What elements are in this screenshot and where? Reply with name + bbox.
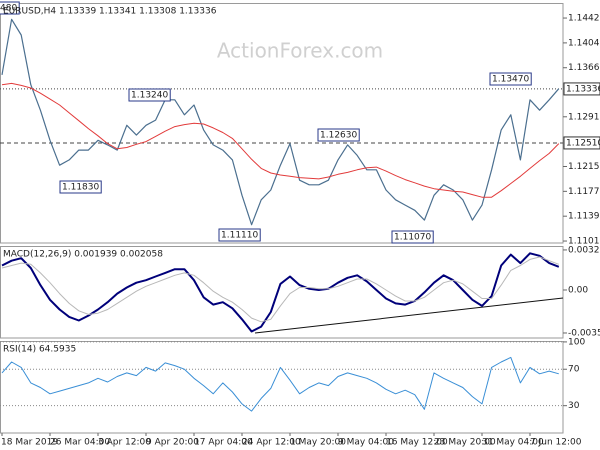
trend-line (254, 297, 564, 334)
pane-title: EURUSD,H4 1.13339 1.13341 1.13308 1.1333… (3, 7, 217, 17)
series-line (1, 82, 560, 198)
annotation-box (59, 180, 102, 194)
series-line (1, 256, 559, 323)
annotation-box (489, 72, 532, 86)
x-tick-label: 7 Jun 12:00 (530, 438, 582, 448)
price-annotation: 1.11830 (62, 183, 99, 193)
reference-label: 1.13336 (566, 84, 600, 94)
annotation-box (391, 230, 434, 244)
macd-pane (0, 246, 564, 339)
pane-title: MACD(12,26,9) 0.001939 0.002058 (3, 250, 163, 260)
y-tick-label: 70 (568, 365, 580, 375)
y-tick-label: 1.11770 (568, 187, 600, 197)
pane-content: ActionForex.com (0, 18, 563, 226)
x-tick-label: 1 May 20:00 (290, 438, 346, 448)
reference-label-box (563, 136, 600, 150)
price-pane (0, 3, 564, 244)
pane-content (0, 341, 563, 412)
price-annotation: 1.13240 (131, 91, 168, 101)
annotation-box (218, 228, 261, 242)
price-annotation: 1.11110 (221, 231, 258, 241)
price-annotation: 1.13470 (492, 75, 529, 85)
x-tick-label: 17 Apr 04:00 (194, 438, 253, 448)
x-tick-label: 9 May 04:00 (338, 438, 394, 448)
series-line (1, 18, 560, 226)
annotation-box (0, 1, 20, 15)
reference-label-box (563, 82, 600, 96)
y-tick-label: 1.14420 (568, 14, 600, 24)
y-tick-label: 1.11010 (568, 237, 600, 247)
price-annotation: 480 (0, 4, 17, 14)
watermark: ActionForex.com (217, 39, 383, 63)
x-tick-label: 18 Mar 2019 (1, 438, 58, 448)
y-tick-label: -0.003519 (568, 328, 600, 338)
y-tick-label: 1.14040 (568, 38, 600, 48)
x-tick-label: 16 May 12:00 (386, 438, 448, 448)
price-annotation: 1.11070 (394, 233, 431, 243)
y-tick-label: 0.003278 (568, 245, 600, 255)
y-tick-label: 1.12910 (568, 112, 600, 122)
pane-content (1, 252, 560, 333)
x-tick-label: 26 Mar 04:00 (50, 438, 110, 448)
x-tick-label: 9 Apr 20:00 (146, 438, 199, 448)
y-tick-label: 1.12150 (568, 162, 600, 172)
y-tick-label: 1.13660 (568, 63, 600, 73)
x-tick-label: 31 May 04:00 (482, 438, 544, 448)
y-tick-label: 1.11390 (568, 212, 600, 222)
price-annotation: 1.12630 (320, 131, 357, 141)
annotation-box (317, 128, 360, 142)
y-tick-label: 100 (568, 337, 585, 347)
y-tick-label: 30 (568, 401, 580, 411)
series-line (1, 356, 559, 412)
x-tick-label: 24 Apr 12:00 (242, 438, 301, 448)
annotation-box (128, 88, 171, 102)
x-tick-label: 23 May 20:00 (434, 438, 496, 448)
rsi-pane (0, 341, 564, 434)
reference-label: 1.12510 (566, 138, 600, 148)
x-tick-label: 3 Apr 12:00 (98, 438, 151, 448)
pane-title: RSI(14) 64.5935 (3, 345, 76, 355)
y-tick-label: 0.00 (568, 285, 588, 295)
series-line (1, 252, 560, 333)
